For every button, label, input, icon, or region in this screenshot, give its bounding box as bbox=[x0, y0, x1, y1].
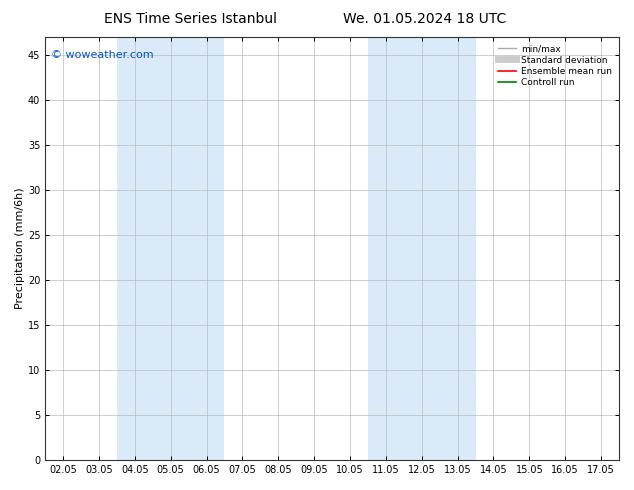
Text: We. 01.05.2024 18 UTC: We. 01.05.2024 18 UTC bbox=[343, 12, 507, 26]
Text: ENS Time Series Istanbul: ENS Time Series Istanbul bbox=[104, 12, 276, 26]
Text: © woweather.com: © woweather.com bbox=[51, 50, 153, 60]
Bar bbox=[117, 37, 224, 460]
Bar bbox=[368, 37, 476, 460]
Y-axis label: Precipitation (mm/6h): Precipitation (mm/6h) bbox=[15, 188, 25, 309]
Legend: min/max, Standard deviation, Ensemble mean run, Controll run: min/max, Standard deviation, Ensemble me… bbox=[496, 42, 614, 90]
